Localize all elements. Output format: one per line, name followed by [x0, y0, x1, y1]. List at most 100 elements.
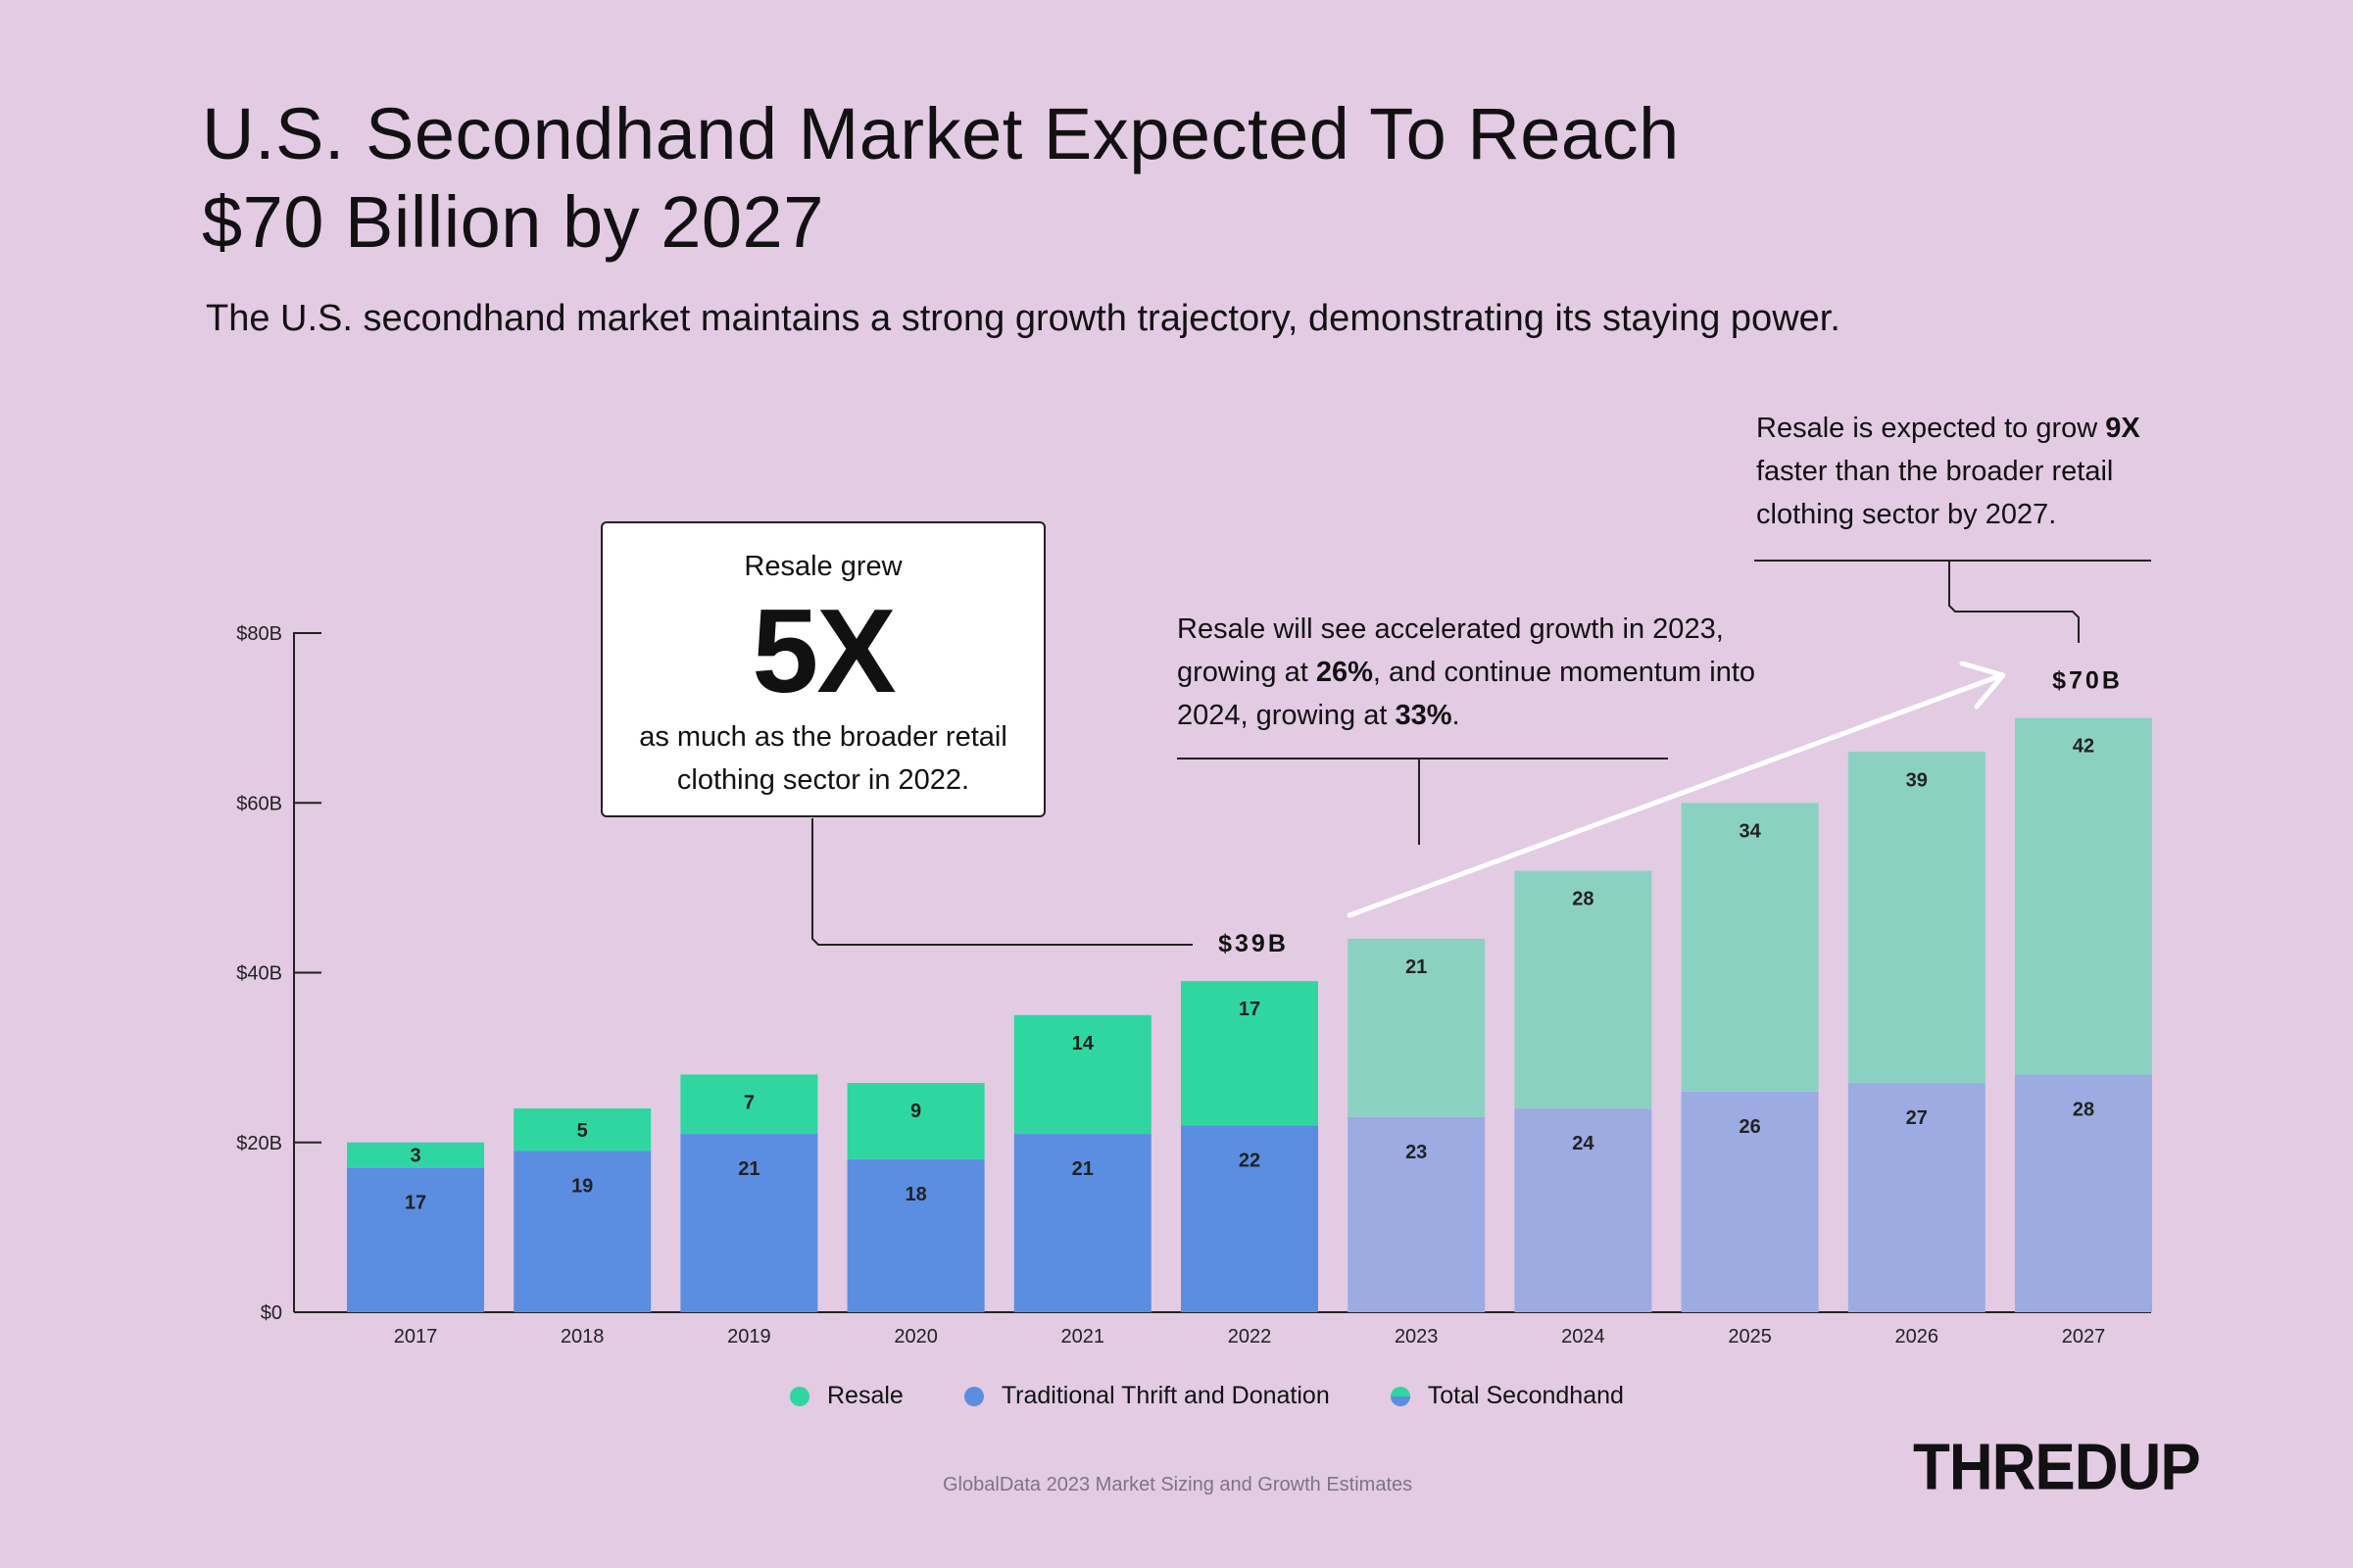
- bar-resale-2023: [1348, 938, 1486, 1117]
- x-tick-label-2024: 2024: [1561, 1326, 1605, 1348]
- y-tick-label: $60B: [236, 793, 282, 814]
- title-line-2: $70 Billion by 2027: [202, 181, 824, 263]
- x-tick-label-2017: 2017: [394, 1326, 438, 1348]
- x-tick-label-2019: 2019: [727, 1326, 771, 1348]
- bar-thrift-2026: [1847, 1083, 1985, 1312]
- y-tick-label: $80B: [236, 623, 282, 645]
- callout-9x-text-2: faster than the broader retail clothing …: [1756, 456, 2114, 530]
- callout-5x-big: 5X: [752, 584, 896, 717]
- data-label-resale-2019: 7: [744, 1092, 755, 1113]
- source-note: GlobalData 2023 Market Sizing and Growth…: [943, 1474, 1413, 1495]
- callout-9x-bold: 9X: [2105, 413, 2140, 444]
- x-tick-label-2026: 2026: [1895, 1326, 1939, 1348]
- bar-thrift-2019: [680, 1134, 818, 1312]
- data-label-resale-2018: 5: [577, 1120, 588, 1142]
- bar-resale-2018: [514, 1108, 652, 1152]
- data-label-thrift-2020: 18: [905, 1184, 926, 1205]
- bar-thrift-2021: [1013, 1134, 1152, 1312]
- y-tick-label: $0: [261, 1302, 282, 1324]
- callout-9x-text-1: Resale is expected to grow: [1756, 413, 2106, 444]
- total-label-2027: $70B: [2052, 667, 2123, 695]
- legend-dot-resale: [790, 1386, 809, 1406]
- bar-thrift-2018: [514, 1151, 652, 1312]
- callout-5x-top: Resale grew: [744, 551, 903, 582]
- bar-resale-2025: [1681, 803, 1819, 1092]
- data-label-thrift-2026: 27: [1906, 1107, 1928, 1129]
- x-tick-label-2022: 2022: [1228, 1326, 1272, 1348]
- data-label-resale-2026: 39: [1906, 769, 1928, 791]
- y-tick-label: $40B: [236, 963, 282, 985]
- callout-2023-text-3: .: [1451, 700, 1460, 731]
- bar-thrift-2023: [1348, 1116, 1486, 1312]
- data-label-resale-2023: 21: [1405, 956, 1427, 978]
- bar-thrift-2027: [2015, 1074, 2152, 1312]
- data-label-resale-2021: 14: [1072, 1033, 1095, 1054]
- bar-resale-2017: [347, 1142, 484, 1168]
- bar-resale-2022: [1181, 981, 1318, 1126]
- callout-connectors: [811, 560, 2151, 946]
- data-label-thrift-2019: 21: [738, 1158, 760, 1180]
- bar-thrift-2025: [1681, 1091, 1819, 1312]
- title-line-1: U.S. Secondhand Market Expected To Reach: [202, 93, 1680, 174]
- callout-resale-5x: Resale grew 5X as much as the broader re…: [601, 521, 1046, 817]
- callout-5x-bottom: as much as the broader retail clothing s…: [639, 721, 1007, 796]
- legend-label-thrift: Traditional Thrift and Donation: [1001, 1382, 1330, 1409]
- growth-arrow-head: [1959, 661, 2006, 710]
- data-label-thrift-2024: 24: [1572, 1133, 1594, 1154]
- data-label-thrift-2018: 19: [571, 1175, 593, 1197]
- x-tick-label-2021: 2021: [1061, 1326, 1105, 1348]
- callout-2023-text-2: , and continue momentum into 2024, growi…: [1177, 657, 1756, 731]
- bar-resale-2020: [847, 1083, 985, 1160]
- legend-label-total: Total Secondhand: [1427, 1382, 1624, 1409]
- bar-thrift-2022: [1181, 1125, 1318, 1312]
- data-label-thrift-2022: 22: [1239, 1150, 1260, 1171]
- callout-2023-bold-1: 26%: [1315, 657, 1373, 688]
- data-label-resale-2020: 9: [910, 1101, 921, 1122]
- data-label-resale-2017: 3: [410, 1146, 420, 1167]
- callout-growth-2023: Resale will see accelerated growth in 20…: [1177, 608, 1765, 737]
- legend-dot-thrift: [963, 1386, 984, 1406]
- bar-resale-2026: [1847, 752, 1985, 1084]
- bar-thrift-2017: [347, 1167, 484, 1312]
- data-label-thrift-2017: 17: [405, 1193, 426, 1214]
- data-label-thrift-2021: 21: [1072, 1158, 1094, 1180]
- legend-label-resale: Resale: [827, 1382, 904, 1409]
- x-tick-label-2020: 2020: [894, 1326, 938, 1348]
- data-label-resale-2027: 42: [2073, 736, 2094, 758]
- x-tick-label-2027: 2027: [2062, 1326, 2106, 1348]
- legend-item-resale: Resale: [790, 1382, 904, 1410]
- data-label-resale-2022: 17: [1239, 999, 1260, 1020]
- growth-arrow-shaft: [1347, 673, 2002, 918]
- page-title: U.S. Secondhand Market Expected To Reach…: [202, 90, 2064, 267]
- legend-item-total: Total Secondhand: [1390, 1382, 1624, 1410]
- page-subtitle: The U.S. secondhand market maintains a s…: [206, 298, 1840, 339]
- connector-9x-stem: [1948, 561, 2080, 643]
- legend-item-thrift: Traditional Thrift and Donation: [963, 1382, 1330, 1410]
- chart-labels: 17 3 2017 19 5 2018 21 7 2019 18 9 2020 21 14 2021 22 17…: [394, 667, 2123, 1348]
- data-label-thrift-2023: 23: [1405, 1142, 1427, 1163]
- data-label-thrift-2025: 26: [1739, 1116, 1760, 1138]
- callout-2023-text-1: Resale will see accelerated growth in 20…: [1177, 613, 1724, 688]
- y-tick-label: $20B: [236, 1133, 282, 1154]
- callout-growth-9x: Resale is expected to grow 9X faster tha…: [1756, 407, 2187, 536]
- bar-thrift-2020: [847, 1159, 985, 1312]
- chart-bars: [347, 717, 2152, 1312]
- data-label-resale-2024: 28: [1572, 889, 1593, 910]
- legend-dot-total: [1390, 1386, 1410, 1406]
- bar-resale-2019: [680, 1074, 818, 1135]
- chart-legend: Resale Traditional Thrift and Donation T…: [790, 1382, 1624, 1410]
- bar-resale-2024: [1514, 870, 1652, 1109]
- x-tick-label-2018: 2018: [561, 1326, 605, 1348]
- data-label-thrift-2027: 28: [2073, 1099, 2094, 1120]
- thredup-logo: THREDUP: [1913, 1431, 2201, 1504]
- callout-2023-bold-2: 33%: [1395, 700, 1452, 731]
- x-tick-label-2023: 2023: [1395, 1326, 1439, 1348]
- x-tick-label-2025: 2025: [1728, 1326, 1772, 1348]
- bar-resale-2021: [1013, 1014, 1152, 1135]
- bar-thrift-2024: [1514, 1108, 1652, 1312]
- total-label-2022: $39B: [1218, 930, 1289, 957]
- data-label-resale-2025: 34: [1739, 820, 1761, 842]
- connector-5x: [811, 818, 1193, 946]
- bar-resale-2027: [2015, 717, 2152, 1075]
